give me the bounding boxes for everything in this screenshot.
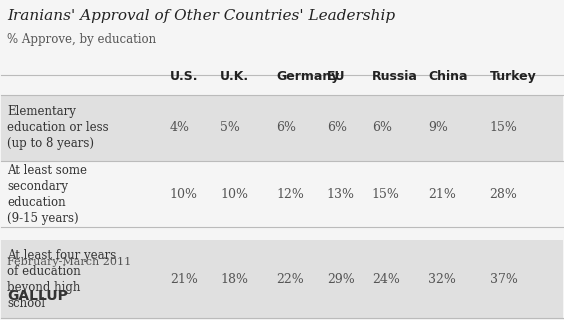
- Text: Elementary
education or less
(up to 8 years): Elementary education or less (up to 8 ye…: [7, 106, 109, 150]
- Text: U.S.: U.S.: [170, 70, 199, 83]
- FancyBboxPatch shape: [1, 161, 563, 228]
- Text: % Approve, by education: % Approve, by education: [7, 33, 156, 46]
- Text: Germany: Germany: [276, 70, 340, 83]
- Text: 10%: 10%: [170, 188, 198, 201]
- Text: Turkey: Turkey: [490, 70, 536, 83]
- Text: 29%: 29%: [327, 273, 355, 286]
- Text: 32%: 32%: [428, 273, 456, 286]
- Text: 18%: 18%: [221, 273, 248, 286]
- Text: February-March 2011: February-March 2011: [7, 257, 131, 267]
- Text: 13%: 13%: [327, 188, 355, 201]
- FancyBboxPatch shape: [1, 240, 563, 318]
- FancyBboxPatch shape: [1, 95, 563, 161]
- Text: 24%: 24%: [372, 273, 400, 286]
- Text: 6%: 6%: [276, 122, 297, 134]
- Text: Iranians' Approval of Other Countries' Leadership: Iranians' Approval of Other Countries' L…: [7, 9, 395, 23]
- Text: At least four years
of education
beyond high
school: At least four years of education beyond …: [7, 249, 116, 310]
- Text: 6%: 6%: [372, 122, 392, 134]
- Text: 4%: 4%: [170, 122, 190, 134]
- Text: 28%: 28%: [490, 188, 518, 201]
- Text: 21%: 21%: [170, 273, 197, 286]
- Text: 5%: 5%: [221, 122, 240, 134]
- Text: 21%: 21%: [428, 188, 456, 201]
- Text: 22%: 22%: [276, 273, 304, 286]
- Text: 37%: 37%: [490, 273, 518, 286]
- Text: Russia: Russia: [372, 70, 418, 83]
- Text: 15%: 15%: [372, 188, 400, 201]
- Text: 12%: 12%: [276, 188, 304, 201]
- Text: 15%: 15%: [490, 122, 518, 134]
- Text: At least some
secondary
education
(9-15 years): At least some secondary education (9-15 …: [7, 164, 87, 225]
- Text: EU: EU: [327, 70, 345, 83]
- Text: U.K.: U.K.: [221, 70, 249, 83]
- Text: 9%: 9%: [428, 122, 448, 134]
- Text: 6%: 6%: [327, 122, 347, 134]
- Text: GALLUP: GALLUP: [7, 289, 68, 303]
- Text: China: China: [428, 70, 468, 83]
- Text: 10%: 10%: [221, 188, 248, 201]
